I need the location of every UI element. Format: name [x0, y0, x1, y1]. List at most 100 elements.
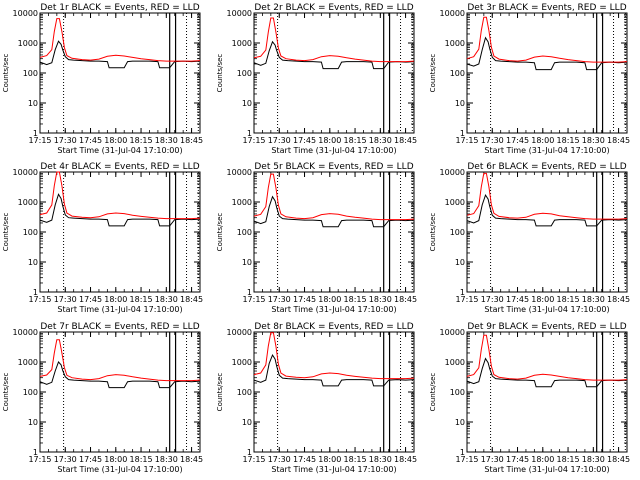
x-tick-label: 17:30 [54, 136, 77, 145]
y-axis-label: Counts/sec [216, 213, 224, 252]
y-tick-label: 1 [460, 129, 465, 138]
x-axis-label: Start Time (31-Jul-04 17:10:00) [484, 465, 609, 474]
x-tick-label: 18:00 [104, 136, 127, 145]
series-line-lld [39, 171, 201, 220]
x-tick-label: 18:15 [557, 455, 580, 464]
y-tick-label: 100 [450, 388, 465, 397]
y-tick-label: 100 [237, 228, 252, 237]
panel-det-9: Det 9r BLACK = Events, RED = LLD 1 10 100 10… [429, 322, 630, 474]
panel-title: Det 1r BLACK = Events, RED = LLD [40, 3, 199, 13]
x-tick-label: 18:45 [394, 136, 417, 145]
series-line-events [466, 357, 628, 388]
x-tick-label: 18:45 [180, 136, 203, 145]
y-axis-label: Counts/sec [2, 54, 10, 93]
panel-title: Det 3r BLACK = Events, RED = LLD [467, 3, 626, 13]
y-tick-label: 1000 [232, 198, 252, 207]
x-tick-label: 17:45 [506, 136, 529, 145]
x-tick-label: 18:15 [130, 455, 153, 464]
panel-det-6: Det 6r BLACK = Events, RED = LLD 1 10 100 10… [429, 162, 630, 314]
x-tick-label: 18:15 [344, 136, 367, 145]
panel-title: Det 5r BLACK = Events, RED = LLD [254, 162, 413, 172]
y-tick-label: 10000 [13, 168, 38, 177]
x-tick-label: 17:15 [455, 295, 478, 304]
y-tick-label: 100 [237, 69, 252, 78]
x-tick-label: 18:00 [104, 455, 127, 464]
series-line-events [466, 193, 628, 227]
x-tick-label: 18:30 [369, 136, 392, 145]
x-tick-label: 18:30 [582, 295, 605, 304]
x-tick-label: 18:45 [394, 455, 417, 464]
y-tick-label: 1 [460, 288, 465, 297]
series-line-lld [39, 18, 201, 62]
x-tick-label: 17:15 [28, 295, 51, 304]
x-tick-label: 18:15 [130, 136, 153, 145]
y-axis-label: Counts/sec [216, 373, 224, 412]
y-tick-label: 100 [23, 388, 38, 397]
y-axis-label: Counts/sec [429, 54, 437, 93]
y-tick-label: 1000 [18, 198, 38, 207]
x-axis-label: Start Time (31-Jul-04 17:10:00) [57, 465, 182, 474]
x-tick-label: 18:45 [607, 295, 630, 304]
y-tick-label: 10 [455, 99, 465, 108]
y-tick-label: 1 [247, 448, 252, 457]
y-axis-label: Counts/sec [429, 213, 437, 252]
y-tick-label: 1 [247, 129, 252, 138]
panel-det-7: Det 7r BLACK = Events, RED = LLD 1 10 100 10… [2, 322, 203, 474]
x-tick-label: 18:30 [155, 136, 178, 145]
x-tick-label: 17:15 [28, 136, 51, 145]
x-tick-label: 17:45 [506, 455, 529, 464]
y-tick-label: 1 [33, 288, 38, 297]
x-tick-label: 18:30 [155, 455, 178, 464]
x-tick-label: 17:45 [506, 295, 529, 304]
x-tick-label: 18:15 [557, 136, 580, 145]
y-tick-label: 10000 [13, 328, 38, 337]
series-line-events [253, 354, 415, 387]
panel-det-1: Det 1r BLACK = Events, RED = LLD 1 10 100 10… [2, 3, 203, 155]
x-tick-label: 17:15 [242, 455, 265, 464]
y-tick-label: 10 [455, 258, 465, 267]
panel-title: Det 9r BLACK = Events, RED = LLD [467, 322, 626, 332]
x-tick-label: 18:15 [557, 295, 580, 304]
y-tick-label: 1000 [232, 39, 252, 48]
series-line-events [39, 40, 201, 69]
panel-title: Det 8r BLACK = Events, RED = LLD [254, 322, 413, 332]
series-line-lld [253, 17, 415, 63]
x-tick-label: 17:45 [293, 136, 316, 145]
series-line-events [253, 40, 415, 70]
x-axis-label: Start Time (31-Jul-04 17:10:00) [484, 146, 609, 155]
x-tick-label: 17:30 [481, 136, 504, 145]
y-tick-label: 1 [460, 448, 465, 457]
y-tick-label: 10000 [227, 168, 252, 177]
y-tick-label: 1000 [18, 358, 38, 367]
y-tick-label: 10000 [227, 328, 252, 337]
y-tick-label: 10 [28, 99, 38, 108]
x-tick-label: 18:45 [607, 136, 630, 145]
y-tick-label: 1000 [18, 39, 38, 48]
y-tick-label: 10 [28, 418, 38, 427]
x-tick-label: 18:45 [180, 295, 203, 304]
x-tick-label: 18:00 [104, 295, 127, 304]
x-tick-label: 17:30 [268, 295, 291, 304]
x-tick-label: 17:30 [54, 455, 77, 464]
y-tick-label: 100 [23, 228, 38, 237]
y-tick-label: 10000 [440, 168, 465, 177]
y-tick-label: 1000 [445, 39, 465, 48]
x-tick-label: 18:00 [318, 295, 341, 304]
y-tick-label: 10 [28, 258, 38, 267]
x-tick-label: 18:00 [318, 136, 341, 145]
panel-det-4: Det 4r BLACK = Events, RED = LLD 1 10 100 10… [2, 162, 203, 314]
x-tick-label: 17:45 [293, 455, 316, 464]
panel-title: Det 6r BLACK = Events, RED = LLD [467, 162, 626, 172]
y-axis-label: Counts/sec [2, 373, 10, 412]
x-axis-label: Start Time (31-Jul-04 17:10:00) [271, 146, 396, 155]
x-tick-label: 18:45 [180, 455, 203, 464]
x-tick-label: 18:00 [531, 455, 554, 464]
x-tick-label: 18:30 [369, 295, 392, 304]
x-tick-label: 17:15 [28, 455, 51, 464]
x-tick-label: 18:30 [155, 295, 178, 304]
series-line-events [466, 36, 628, 71]
y-tick-label: 100 [237, 388, 252, 397]
x-tick-label: 17:45 [79, 295, 102, 304]
x-tick-label: 18:15 [344, 295, 367, 304]
